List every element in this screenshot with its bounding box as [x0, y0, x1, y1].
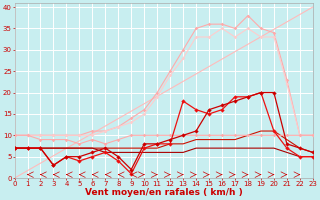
X-axis label: Vent moyen/en rafales ( km/h ): Vent moyen/en rafales ( km/h ) [85, 188, 243, 197]
